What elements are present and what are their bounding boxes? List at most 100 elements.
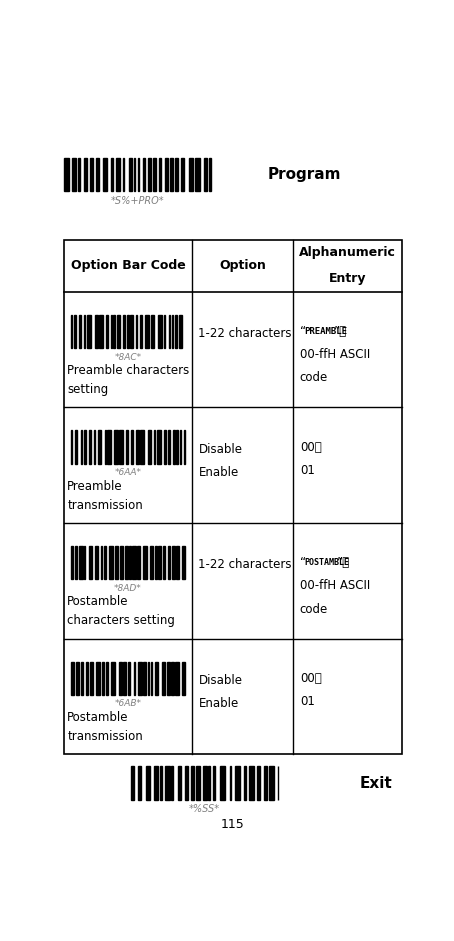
Bar: [114, 315, 115, 348]
Text: “: “: [300, 556, 306, 569]
Bar: [106, 662, 108, 695]
Text: Alphanumeric: Alphanumeric: [299, 247, 396, 260]
Bar: [151, 315, 154, 348]
Bar: [114, 430, 118, 464]
Bar: [148, 430, 151, 464]
Bar: [94, 430, 95, 464]
Bar: [128, 662, 130, 695]
Bar: [71, 430, 73, 464]
Bar: [172, 315, 173, 348]
Bar: [188, 158, 192, 191]
Bar: [181, 158, 183, 191]
Text: 00-ffH ASCII: 00-ffH ASCII: [300, 580, 370, 593]
Bar: [158, 315, 162, 348]
Bar: [162, 662, 165, 695]
Bar: [145, 315, 148, 348]
Bar: [176, 662, 179, 695]
Bar: [71, 315, 72, 348]
Bar: [94, 546, 99, 580]
Bar: [277, 767, 278, 800]
Bar: [204, 158, 207, 191]
Bar: [136, 430, 139, 464]
Bar: [171, 662, 174, 695]
Bar: [196, 767, 200, 800]
Bar: [269, 767, 274, 800]
Bar: [138, 158, 139, 191]
Bar: [173, 430, 175, 464]
Text: *6AB*: *6AB*: [114, 699, 142, 709]
Bar: [64, 240, 402, 754]
Text: 1-22 characters: 1-22 characters: [198, 558, 292, 571]
Bar: [143, 662, 146, 695]
Bar: [209, 158, 211, 191]
Bar: [182, 546, 185, 580]
Bar: [87, 315, 91, 348]
Bar: [137, 546, 140, 580]
Bar: [130, 315, 133, 348]
Text: Postamble: Postamble: [67, 596, 129, 608]
Text: Preamble characters: Preamble characters: [67, 364, 190, 377]
Bar: [109, 546, 113, 580]
Bar: [128, 158, 132, 191]
Text: Option Bar Code: Option Bar Code: [70, 260, 185, 272]
Bar: [159, 158, 161, 191]
Bar: [169, 158, 173, 191]
Text: 00＊: 00＊: [300, 672, 321, 685]
Bar: [160, 767, 162, 800]
Bar: [133, 158, 135, 191]
Bar: [125, 546, 128, 580]
Text: Preamble: Preamble: [67, 480, 123, 493]
Bar: [120, 546, 123, 580]
Bar: [154, 767, 158, 800]
Bar: [123, 315, 125, 348]
Text: transmission: transmission: [67, 499, 143, 512]
Bar: [111, 315, 112, 348]
Bar: [164, 315, 165, 348]
Bar: [64, 158, 69, 191]
Bar: [89, 546, 92, 580]
Bar: [86, 662, 88, 695]
Bar: [129, 546, 131, 580]
Bar: [71, 662, 74, 695]
Bar: [143, 158, 145, 191]
Bar: [195, 158, 200, 191]
Bar: [126, 430, 128, 464]
Bar: [171, 767, 173, 800]
Bar: [230, 767, 231, 800]
Bar: [105, 430, 106, 464]
Bar: [99, 315, 103, 348]
Text: ”＊: ”＊: [337, 556, 350, 569]
Text: Option: Option: [219, 260, 266, 272]
Bar: [146, 767, 150, 800]
Bar: [98, 430, 102, 464]
Text: “: “: [300, 325, 306, 338]
Text: PREAMBLE: PREAMBLE: [304, 327, 347, 336]
Bar: [101, 546, 102, 580]
Bar: [148, 662, 149, 695]
Bar: [257, 767, 261, 800]
Bar: [163, 546, 164, 580]
Text: *S%+PRO*: *S%+PRO*: [111, 196, 164, 205]
Bar: [103, 158, 108, 191]
Bar: [102, 662, 104, 695]
Bar: [118, 662, 122, 695]
Bar: [106, 315, 108, 348]
Bar: [81, 430, 82, 464]
Bar: [75, 430, 77, 464]
Bar: [76, 662, 79, 695]
Bar: [175, 315, 177, 348]
Bar: [155, 546, 157, 580]
Bar: [191, 767, 194, 800]
Bar: [132, 546, 136, 580]
Bar: [117, 315, 120, 348]
Bar: [140, 315, 142, 348]
Bar: [94, 315, 98, 348]
Bar: [154, 662, 158, 695]
Bar: [148, 158, 151, 191]
Text: 00-ffH ASCII: 00-ffH ASCII: [300, 348, 370, 361]
Bar: [81, 662, 83, 695]
Text: characters setting: characters setting: [67, 614, 175, 627]
Bar: [90, 158, 93, 191]
Bar: [140, 430, 144, 464]
Bar: [96, 158, 99, 191]
